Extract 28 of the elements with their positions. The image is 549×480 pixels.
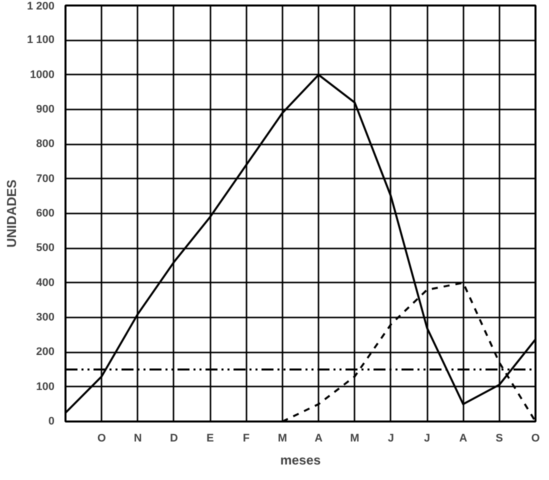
x-tick-label: A <box>314 432 323 444</box>
y-tick-label: 500 <box>36 242 55 254</box>
x-axis-title: meses <box>280 452 321 468</box>
y-tick-label: 900 <box>36 104 55 116</box>
x-tick-label: D <box>170 432 178 444</box>
y-axis-title: UNIDADES <box>4 179 19 248</box>
x-tick-label: O <box>531 432 540 444</box>
x-tick-label: J <box>424 432 430 444</box>
x-tick-label: A <box>459 432 468 444</box>
x-tick-label: M <box>350 432 360 444</box>
x-tick-label: J <box>388 432 394 444</box>
y-tick-label: 1000 <box>30 68 55 81</box>
x-tick-label: F <box>242 432 250 444</box>
y-tick-label: 700 <box>36 172 55 185</box>
y-tick-label: 1 200 <box>26 0 55 12</box>
y-tick-label: 600 <box>36 208 55 220</box>
y-tick-label: 1 100 <box>26 34 55 46</box>
y-tick-label: 800 <box>36 138 55 150</box>
x-tick-label: M <box>278 432 288 444</box>
x-tick-label: S <box>496 432 504 444</box>
y-tick-label: 400 <box>36 276 55 289</box>
y-tick-label: 100 <box>36 380 55 393</box>
y-tick-label: 300 <box>36 312 55 324</box>
x-tick-label: O <box>97 432 106 444</box>
x-tick-label: N <box>134 432 142 444</box>
y-tick-label: 0 <box>48 416 55 428</box>
y-tick-label: 200 <box>36 346 55 358</box>
x-tick-label: E <box>206 432 214 444</box>
